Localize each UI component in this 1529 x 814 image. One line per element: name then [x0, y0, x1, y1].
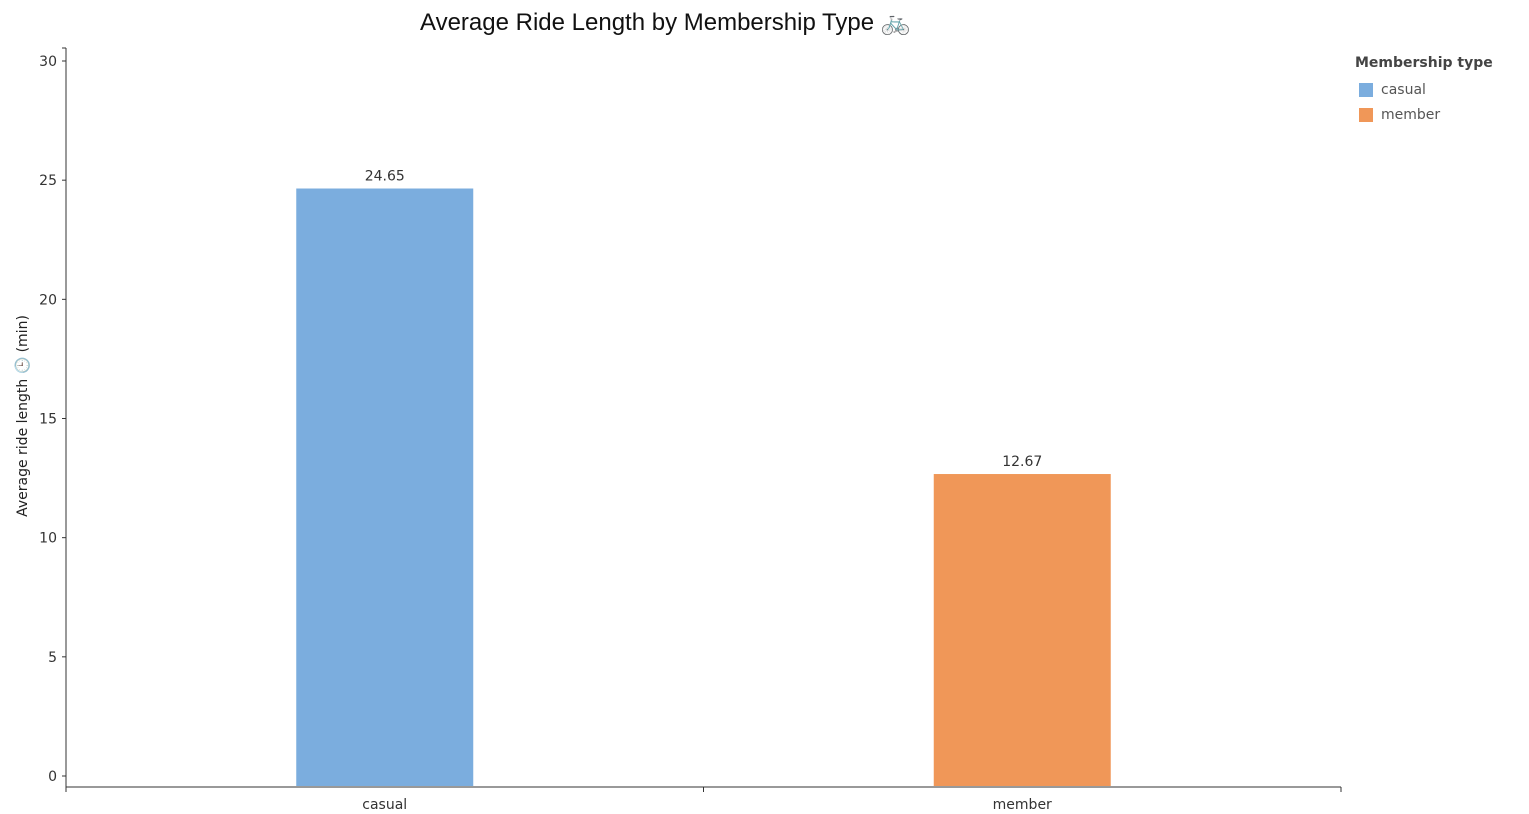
legend-title: Membership type [1355, 55, 1493, 71]
chart-title: Average Ride Length by Membership Type 🚲 [420, 9, 911, 36]
legend-label-member: member [1381, 106, 1441, 123]
data-label-casual: 24.65 [365, 169, 405, 185]
plot-area: 0 5 10 15 20 25 30 24.65 casual 12.67 member Averag… [14, 47, 1342, 813]
y-tick-label-20: 20 [39, 292, 57, 308]
legend-swatch-member [1359, 107, 1373, 122]
y-tick-label-5: 5 [48, 650, 57, 666]
y-tick-label-10: 10 [39, 531, 57, 547]
legend: Membership type casual member [1355, 55, 1493, 127]
y-tick-label-15: 15 [39, 412, 57, 428]
bar-member [933, 474, 1111, 786]
legend-item-casual[interactable]: casual [1355, 77, 1493, 102]
legend-label-casual: casual [1381, 81, 1426, 98]
y-tick-label-25: 25 [39, 173, 57, 189]
data-label-member: 12.67 [1002, 454, 1042, 470]
y-tick-label-30: 30 [39, 54, 57, 70]
y-tick-label-0: 0 [48, 769, 57, 785]
legend-swatch-casual [1359, 82, 1373, 97]
x-tick-label-casual: casual [362, 797, 407, 813]
y-axis-title: Average ride length 🕒 (min) [14, 315, 31, 517]
x-tick-label-member: member [993, 797, 1052, 813]
bar-casual [296, 188, 474, 787]
legend-item-member[interactable]: member [1355, 102, 1493, 127]
